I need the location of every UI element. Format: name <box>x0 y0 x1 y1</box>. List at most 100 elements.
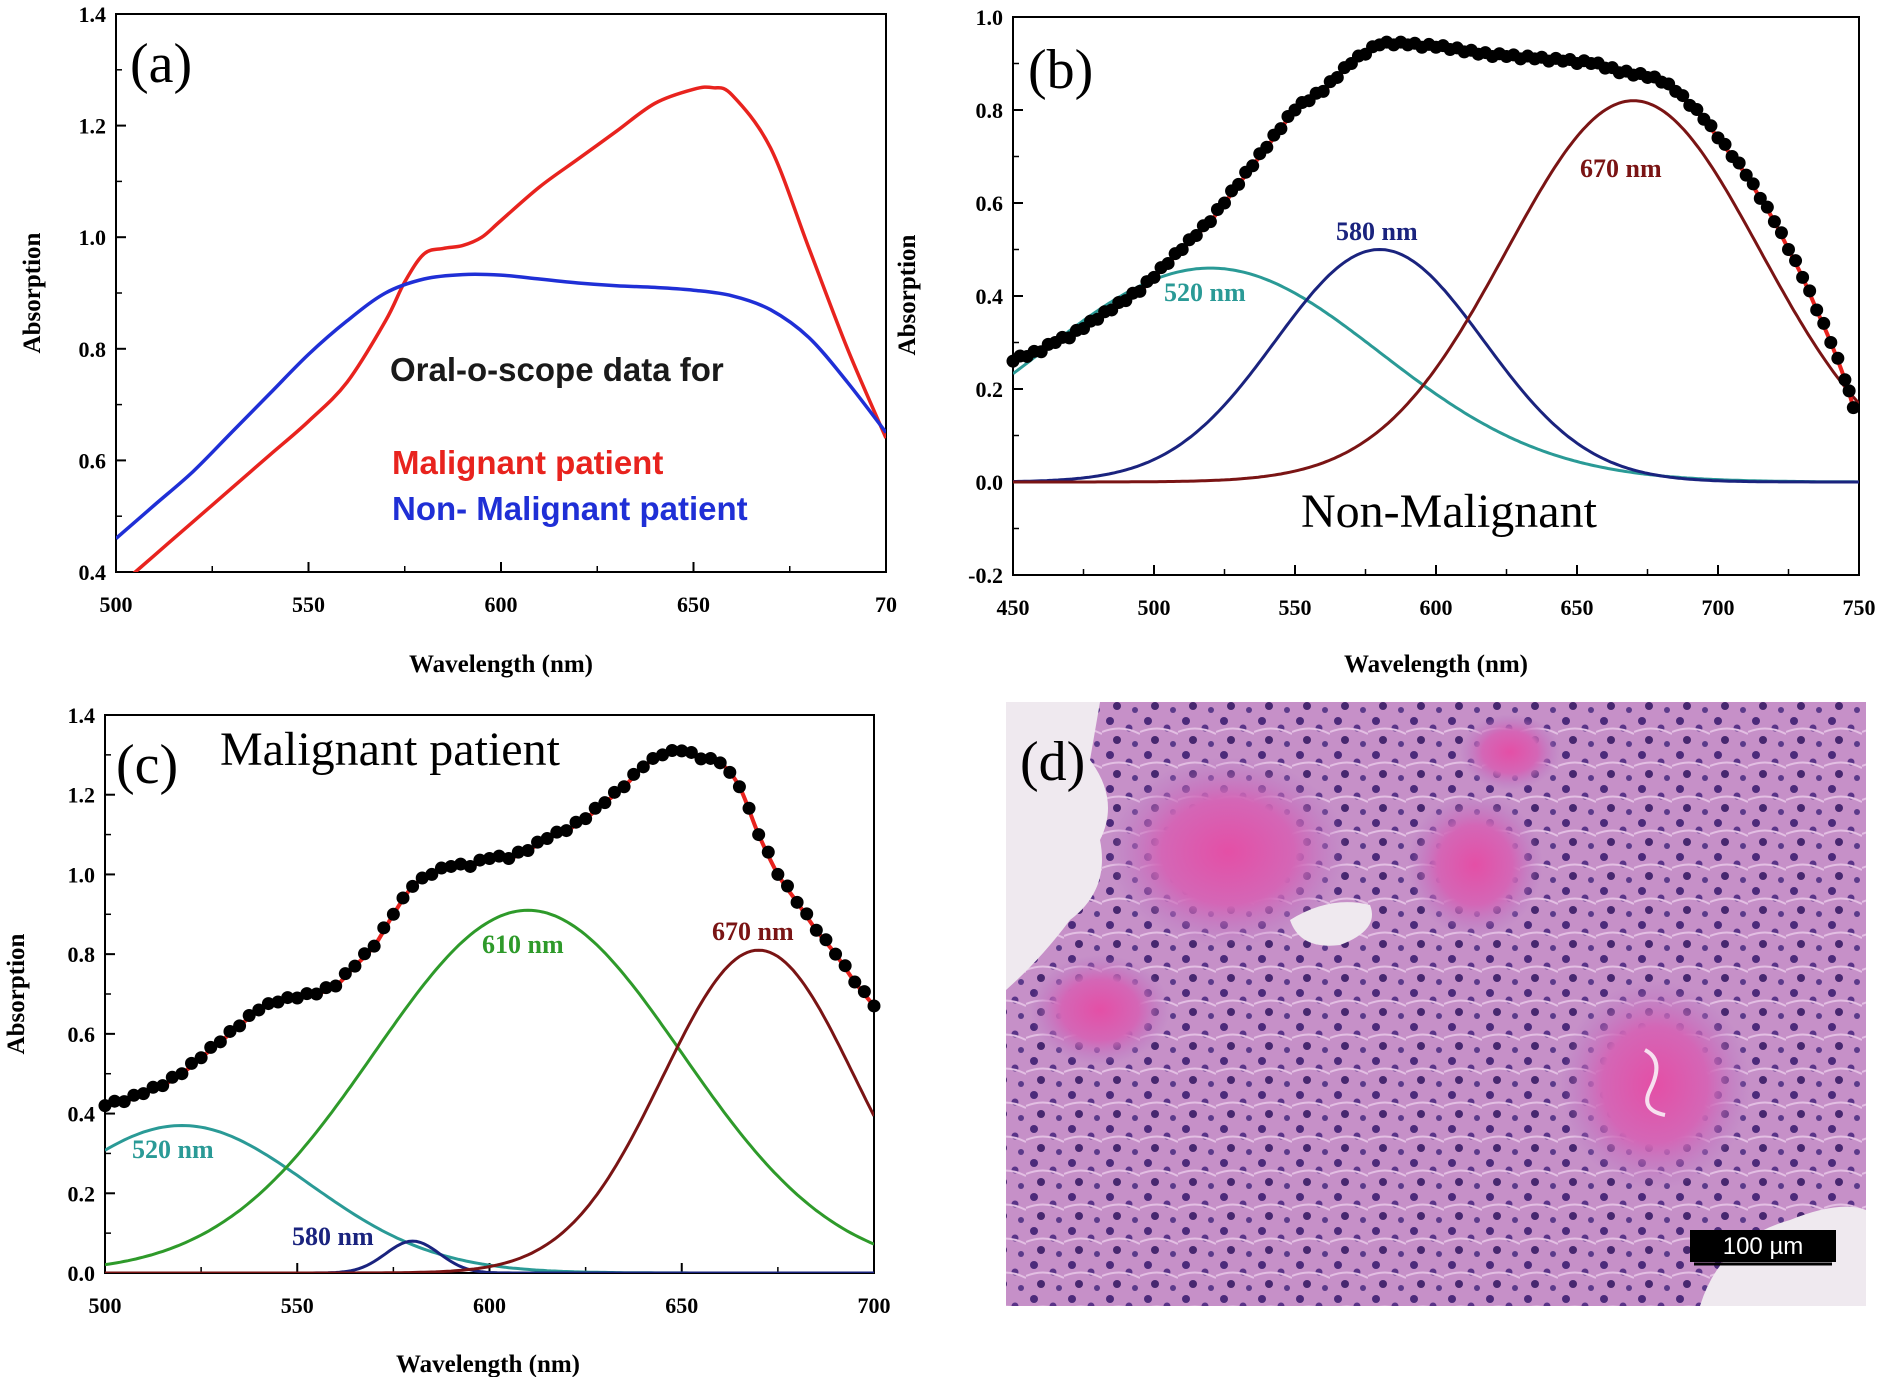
panel-b-data-point <box>1753 191 1767 205</box>
panel-c-x-tick-label: 700 <box>858 1293 891 1318</box>
panel-c-peak-label-520: 520 nm <box>132 1135 214 1164</box>
panel-c-data-point <box>684 745 698 759</box>
panel-c-y-tick-label: 1.0 <box>68 862 96 887</box>
panel-a-y-tick-label: 0.8 <box>79 337 107 362</box>
panel-c-data-point <box>790 895 804 909</box>
panel-b-y-tick-label: 0.8 <box>976 98 1004 123</box>
panel-c-data-point <box>819 933 833 947</box>
panel-a-series-line-malignant <box>132 85 886 572</box>
panel-b-data-point <box>1161 256 1175 270</box>
panel-c-data-point <box>857 985 871 999</box>
panel-b-data-point <box>1810 303 1824 317</box>
panel-c-data-point <box>194 1051 208 1065</box>
panel-b-y-tick-label: 0.4 <box>976 284 1004 309</box>
panel-c-data-point <box>588 801 602 815</box>
panel-a-x-tick-label: 600 <box>485 592 518 617</box>
panel-b-component-670 <box>1013 99 1859 484</box>
panel-a-x-tick-label: 500 <box>100 592 133 617</box>
panel-b-data-point <box>1189 229 1203 243</box>
panel-c-data-point <box>511 845 525 859</box>
panel-a-series-line-non-malignant <box>116 272 886 540</box>
panel-c-data-point <box>771 867 785 881</box>
panel-c-data-point <box>338 967 352 981</box>
panel-c-data-point <box>732 780 746 794</box>
panel-b-fit-line <box>1013 42 1856 409</box>
panel-c-data-point <box>463 859 477 873</box>
panel-c-data-point <box>127 1088 141 1102</box>
panel-c-data-point <box>309 987 323 1001</box>
panel-d-keratin-pearl <box>1030 955 1170 1065</box>
panel-b-data-point <box>1782 243 1795 256</box>
panel-c-x-tick-label: 500 <box>89 1293 122 1318</box>
panel-b-data-point <box>1838 373 1852 387</box>
panel-b-label: (b) <box>1028 39 1093 101</box>
panel-c-data-point <box>473 853 487 867</box>
panel-a-y-tick-label: 0.6 <box>79 448 107 473</box>
panel-b-data-point <box>1817 316 1831 330</box>
panel-b-data-point <box>1831 351 1845 365</box>
panel-c-data-point <box>358 947 372 961</box>
panel-b-data-point <box>1330 70 1344 84</box>
panel-c-data-point <box>108 1094 122 1108</box>
panel-c-data-point <box>829 947 843 961</box>
panel-a-y-tick-label: 1.4 <box>79 2 107 27</box>
panel-b-y-tick-label: 0.6 <box>976 191 1004 216</box>
panel-b-y-axis-label: Absorption <box>894 234 921 355</box>
panel-b-data-point <box>1232 177 1246 191</box>
panel-d-keratin-pearl <box>1460 714 1560 790</box>
panel-a-x-tick-label: 650 <box>677 592 710 617</box>
panel-c-data-point <box>319 981 333 995</box>
panel-a-y-axis-label: Absorption <box>19 232 46 353</box>
panel-c-data-point <box>838 959 852 973</box>
panel-c-component-610 <box>105 908 874 1267</box>
panel-c-data-point <box>617 780 631 794</box>
panel-c-data-point <box>752 828 766 842</box>
panel-c-data-point <box>300 987 314 1001</box>
panel-c-data-point <box>627 767 641 781</box>
panel-a-y-tick-label: 1.0 <box>79 225 107 250</box>
panel-c-data-point <box>713 756 727 770</box>
panel-a-legend-title: Oral-o-scope data for <box>390 351 724 388</box>
panel-c-y-tick-label: 1.4 <box>68 703 96 728</box>
panel-b-data-point <box>1824 336 1838 349</box>
panel-c-data-point <box>800 907 814 921</box>
panel-c-y-tick-label: 0.8 <box>68 942 96 967</box>
panel-d-label: (d) <box>1020 731 1085 793</box>
panel-b-data-point <box>1316 84 1330 98</box>
panel-b-peak-label-580: 580 nm <box>1336 217 1418 246</box>
panel-b-data-point <box>1803 284 1817 298</box>
panel-a-y-tick-label: 1.2 <box>79 114 107 139</box>
panel-c-data-point <box>521 844 535 858</box>
panel-b-data-point <box>1704 119 1718 133</box>
panel-c-data-point <box>204 1040 218 1054</box>
panel-b-data-point <box>1846 401 1860 415</box>
panel-c-data-point <box>780 879 794 893</box>
panel-d-scale-bar-label: 100 µm <box>1723 1233 1804 1260</box>
panel-b-peak-label-670: 670 nm <box>1580 154 1662 183</box>
panel-b-data-point <box>1203 215 1217 229</box>
panel-c-data-point <box>261 997 275 1011</box>
panel-b-y-tick-label: 0.2 <box>976 377 1004 402</box>
panel-c-data-point <box>386 907 400 921</box>
panel-b-x-tick-label: 450 <box>997 595 1030 620</box>
panel-c-data-point <box>233 1019 247 1033</box>
panel-c-data-point <box>675 744 689 758</box>
panel-c-data-point <box>281 991 295 1005</box>
panel-b-peak-label-520: 520 nm <box>1164 278 1246 307</box>
panel-c-data-point <box>434 861 448 875</box>
panel-b-data-point <box>1133 284 1147 298</box>
panel-c-data-point <box>252 1003 266 1017</box>
panel-c-y-tick-label: 0.2 <box>68 1181 96 1206</box>
panel-b-chart: 450 500 550 600 650 700 750 -0.2 0.0 0.2 0.4 0.6 0.… <box>894 5 1876 678</box>
panel-b-x-tick-label: 650 <box>1561 595 1594 620</box>
panel-a-x-tick-label: 70 <box>875 592 897 617</box>
panel-c-data-point <box>540 832 554 846</box>
panel-c-frame <box>104 714 875 1274</box>
panel-b-x-tick-label: 550 <box>1279 595 1312 620</box>
panel-b-data-point <box>1767 215 1781 229</box>
panel-b-component-520 <box>1013 266 1859 484</box>
panel-b-data-point <box>1718 137 1732 151</box>
panel-c-y-axis-label: Absorption <box>3 933 30 1054</box>
panel-b-data-point <box>1796 270 1810 284</box>
